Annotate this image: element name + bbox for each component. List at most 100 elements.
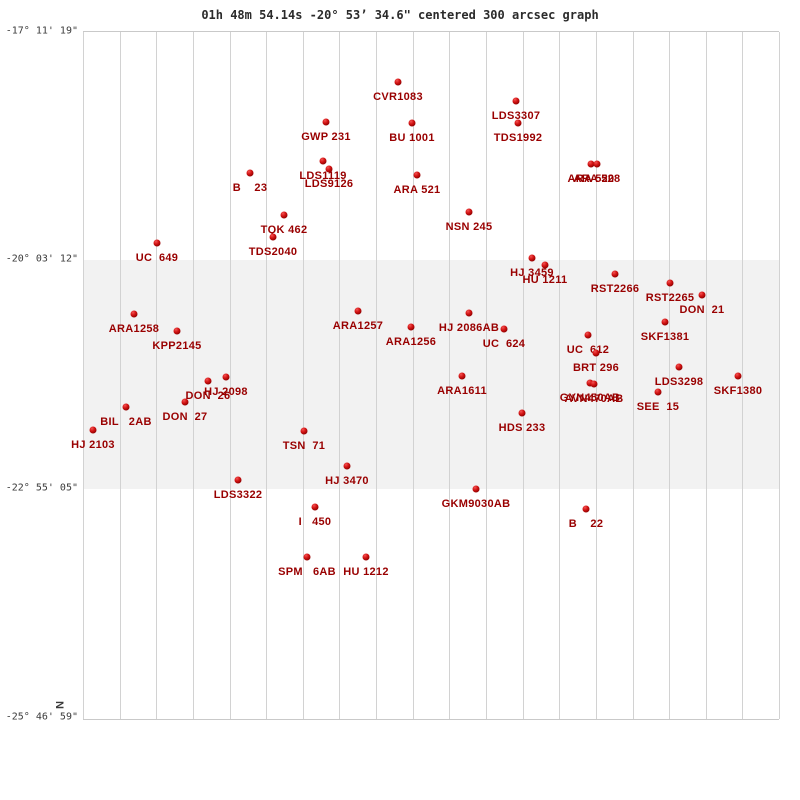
- star-label: GKM9030AB: [441, 498, 511, 510]
- star-label: SPM 6AB: [278, 566, 336, 578]
- gridline: [302, 32, 304, 719]
- gridline: [83, 32, 84, 719]
- gridline: [156, 32, 158, 719]
- star-label: ARA 528: [573, 173, 621, 185]
- star-label: AVN470AB: [564, 393, 624, 405]
- star-point: [654, 388, 662, 396]
- star-label: B 22: [568, 518, 604, 530]
- star-label: LDS9126: [304, 178, 354, 190]
- star-label: LDS3298: [654, 376, 704, 388]
- star-label: DON 27: [162, 411, 208, 423]
- star-label: HJ 3459: [510, 267, 554, 279]
- gridline: [632, 32, 634, 719]
- star-point: [303, 553, 311, 561]
- gridline: [595, 32, 597, 719]
- star-point: [675, 363, 683, 371]
- gridline: [449, 32, 451, 719]
- star-point: [518, 409, 526, 417]
- declination-band: [83, 260, 779, 489]
- star-label: B 23: [232, 182, 268, 194]
- star-point: [528, 254, 536, 262]
- star-label: TDS1992: [493, 132, 543, 144]
- gridline: [779, 32, 780, 719]
- star-point: [587, 160, 595, 168]
- star-label: RST2266: [590, 283, 640, 295]
- star-label: RST2265: [645, 292, 695, 304]
- star-point: [408, 119, 416, 127]
- star-label: DON 26: [185, 390, 231, 402]
- star-point: [319, 157, 327, 165]
- star-label: BRT 296: [572, 362, 620, 374]
- gridline: [266, 32, 268, 719]
- star-label: ARA1611: [437, 385, 487, 397]
- star-label: TSN 71: [282, 440, 326, 452]
- star-point: [465, 309, 473, 317]
- star-point: [181, 398, 189, 406]
- star-point: [500, 325, 508, 333]
- star-label: ARA1256: [385, 336, 437, 348]
- star-label: LDS1119: [299, 170, 347, 182]
- star-point: [586, 379, 594, 387]
- star-point: [354, 307, 362, 315]
- star-label: GWP 231: [301, 131, 351, 143]
- star-label: UC 649: [135, 252, 179, 264]
- star-point: [280, 211, 288, 219]
- y-axis-tick-label: -17° 11' 19": [5, 25, 78, 37]
- chart-title: 01h 48m 54.14s -20° 53’ 34.6" centered 3…: [201, 8, 599, 22]
- star-label: HJ 2103: [71, 439, 115, 451]
- y-axis-tick-label: -20° 03' 12": [5, 253, 78, 265]
- star-point: [465, 208, 473, 216]
- star-label: HJ 2098: [204, 386, 248, 398]
- star-point: [362, 553, 370, 561]
- star-point: [582, 505, 590, 513]
- gridline: [339, 32, 341, 719]
- star-label: SEE 15: [636, 401, 680, 413]
- y-axis-tick-label: -22° 55' 05": [5, 482, 78, 494]
- star-label: LDS3322: [213, 489, 263, 501]
- star-label: I 450: [298, 516, 332, 528]
- star-label: LDS3307: [491, 110, 541, 122]
- star-point: [300, 427, 308, 435]
- star-label: SKF1380: [713, 385, 763, 397]
- star-label: NSN 245: [445, 221, 493, 233]
- gridline: [742, 32, 744, 719]
- gridline: [229, 32, 231, 719]
- star-point: [592, 349, 600, 357]
- star-point: [512, 97, 520, 105]
- star-label: HU 1212: [343, 566, 389, 578]
- star-point: [590, 380, 598, 388]
- star-point: [325, 165, 333, 173]
- star-point: [89, 426, 97, 434]
- star-point: [394, 78, 402, 86]
- star-point: [593, 160, 601, 168]
- star-label: ARA1257: [332, 320, 384, 332]
- star-point: [407, 323, 415, 331]
- plot-area: [83, 31, 780, 720]
- star-label: TDS2040: [248, 246, 298, 258]
- star-point: [269, 233, 277, 241]
- star-point: [246, 169, 254, 177]
- star-label: SKF1381: [640, 331, 690, 343]
- star-point: [311, 503, 319, 511]
- star-label: TQK 462: [260, 224, 308, 236]
- star-point: [222, 373, 230, 381]
- star-point: [322, 118, 330, 126]
- star-label: KPP2145: [152, 340, 202, 352]
- star-label: ARA 521: [393, 184, 441, 196]
- star-label: CVR1083: [373, 91, 423, 103]
- gridline: [192, 32, 194, 719]
- star-label: HJ 2086AB: [438, 322, 500, 334]
- star-label: DON 21: [679, 304, 725, 316]
- y-axis-tick-label: -25° 46' 59": [5, 711, 78, 723]
- star-point: [413, 171, 421, 179]
- star-point: [541, 261, 549, 269]
- gridline: [559, 32, 561, 719]
- star-point: [584, 331, 592, 339]
- gridline: [705, 32, 707, 719]
- star-label: GYN450AB: [559, 392, 621, 404]
- star-point: [204, 377, 212, 385]
- star-label: BU 1001: [389, 132, 435, 144]
- star-point: [122, 403, 130, 411]
- star-point: [130, 310, 138, 318]
- gridline: [669, 32, 671, 719]
